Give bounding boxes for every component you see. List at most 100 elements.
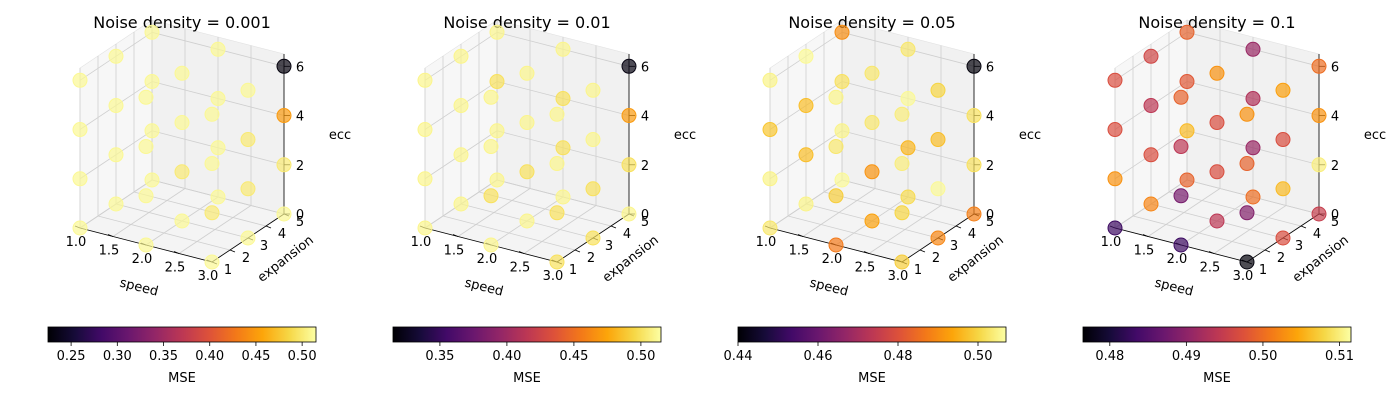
data-point (489, 24, 505, 40)
data-point (1275, 132, 1291, 148)
z-tick-label: 6 (1331, 60, 1339, 75)
data-point (72, 171, 88, 187)
y-tick-label: 1 (224, 263, 232, 278)
y-tick-label: 2 (587, 251, 595, 266)
x-tick-label: 1.5 (444, 244, 465, 259)
data-point (72, 220, 88, 236)
data-point (1311, 206, 1327, 222)
x-tick-mark (1208, 251, 1215, 254)
data-point (900, 189, 916, 205)
data-point (585, 82, 601, 98)
data-point (1239, 106, 1255, 122)
data-point (417, 171, 433, 187)
x-tick-label: 3.0 (543, 269, 564, 284)
x-tick-mark (1142, 234, 1149, 237)
colorbar (47, 326, 317, 343)
data-point (900, 140, 916, 156)
chart-panel-3: 1.01.52.02.53.0 123450246speedexpansionec… (724, 13, 1042, 386)
data-point (894, 205, 910, 221)
data-point (621, 58, 637, 74)
data-point (174, 115, 190, 131)
data-point (1275, 82, 1291, 98)
data-point (453, 48, 469, 64)
y-tick-label: 2 (1277, 251, 1285, 266)
data-point (453, 196, 469, 212)
data-point (276, 206, 292, 222)
data-point (798, 147, 814, 163)
x-tick-label: 1.5 (1134, 244, 1155, 259)
y-tick-label: 5 (986, 215, 994, 230)
y-tick-label: 2 (242, 251, 250, 266)
data-point (1173, 89, 1189, 105)
chart-title: Noise density = 0.1 (1138, 13, 1295, 32)
data-point (453, 98, 469, 114)
x-tick-mark (173, 251, 180, 254)
y-tick-mark (574, 249, 581, 253)
data-point (966, 108, 982, 124)
x-tick-label: 3.0 (198, 269, 219, 284)
z-axis-label: ecc (1364, 128, 1386, 143)
colorbar-label: MSE (168, 371, 196, 386)
y-tick-mark (919, 249, 926, 253)
data-point (72, 122, 88, 138)
chart-panel-1: 1.01.52.02.53.0 123450246speedexpansionec… (47, 13, 351, 386)
data-point (204, 156, 220, 172)
x-tick-label: 3.0 (888, 269, 909, 284)
data-point (240, 132, 256, 148)
x-tick-label: 2.0 (1167, 252, 1188, 267)
data-point (240, 230, 256, 246)
data-point (1239, 156, 1255, 172)
x-axis-label: speed (1153, 276, 1195, 300)
x-tick-label: 1.5 (99, 244, 120, 259)
y-tick-mark (1300, 225, 1307, 229)
z-tick-label: 4 (986, 110, 994, 125)
x-tick-label: 2.5 (855, 261, 876, 276)
colorbar-label: MSE (513, 371, 541, 386)
data-point (144, 123, 160, 139)
data-point (894, 254, 910, 270)
data-point (555, 189, 571, 205)
data-point (864, 213, 880, 229)
data-point (144, 74, 160, 90)
x-tick-label: 1.0 (66, 235, 87, 250)
data-point (585, 132, 601, 148)
colorbar-label: MSE (1203, 371, 1231, 386)
data-point (417, 122, 433, 138)
z-tick-label: 4 (641, 110, 649, 125)
data-point (1209, 164, 1225, 180)
colorbar-tick-label: 0.35 (425, 349, 454, 364)
data-point (1179, 74, 1195, 90)
x-tick-label: 2.0 (132, 252, 153, 267)
y-tick-label: 4 (968, 227, 976, 242)
chart-panel-4: 1.01.52.02.53.0 123450246speedexpansionec… (1082, 13, 1386, 386)
data-point (138, 89, 154, 105)
x-axis-label: speed (463, 276, 505, 300)
y-tick-label: 3 (950, 239, 958, 254)
data-point (621, 206, 637, 222)
x-tick-mark (863, 251, 870, 254)
data-point (489, 172, 505, 188)
data-point (204, 106, 220, 122)
colorbar-tick-label: 0.30 (103, 349, 132, 364)
data-point (1179, 123, 1195, 139)
data-point (549, 106, 565, 122)
data-point (762, 220, 778, 236)
data-point (798, 48, 814, 64)
data-point (210, 91, 226, 107)
z-tick-label: 2 (296, 159, 304, 174)
colorbar-label: MSE (858, 371, 886, 386)
data-point (1179, 24, 1195, 40)
y-tick-label: 3 (1295, 239, 1303, 254)
data-point (549, 156, 565, 172)
data-point (240, 82, 256, 98)
x-tick-label: 1.0 (411, 235, 432, 250)
data-point (210, 140, 226, 156)
data-point (1173, 139, 1189, 155)
data-point (1239, 254, 1255, 270)
z-tick-label: 2 (641, 159, 649, 174)
data-point (174, 164, 190, 180)
data-point (864, 115, 880, 131)
data-point (1107, 220, 1123, 236)
x-tick-label: 1.0 (756, 235, 777, 250)
colorbar-tick-label: 0.46 (804, 349, 833, 364)
